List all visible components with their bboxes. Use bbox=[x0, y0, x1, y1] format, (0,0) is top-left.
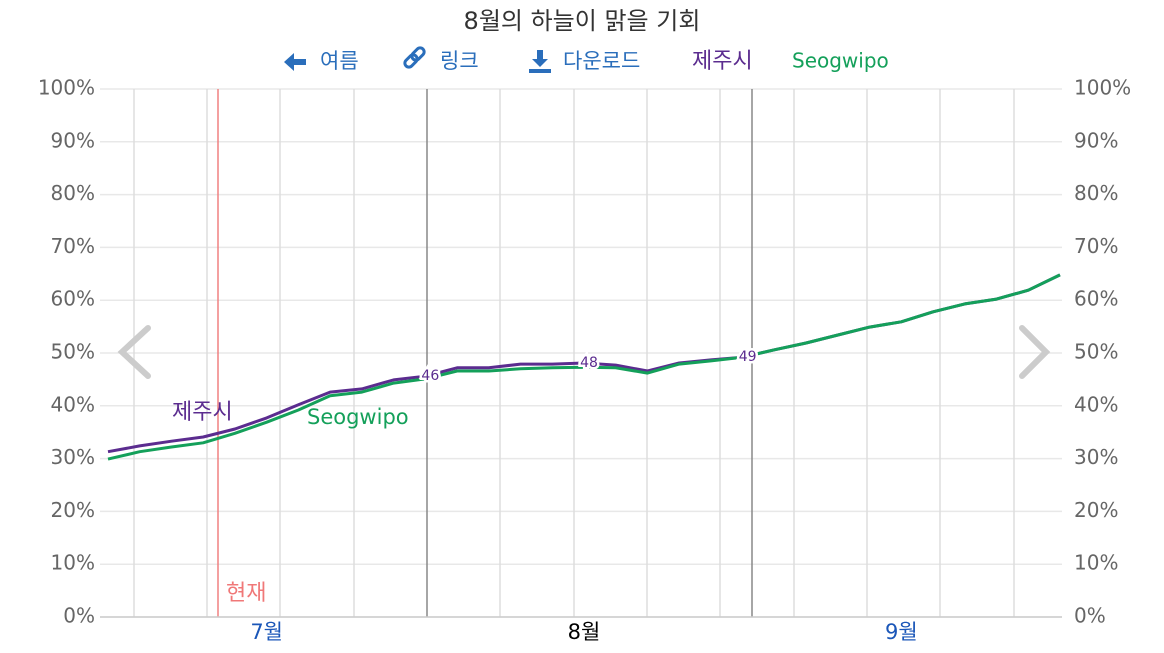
week-grid bbox=[133, 89, 1015, 617]
summer-link[interactable]: 여름 bbox=[320, 49, 359, 73]
x-tick-label: 8월 bbox=[568, 620, 601, 644]
legend-entry[interactable]: Seogwipo bbox=[792, 49, 889, 73]
y-tick-label: 60% bbox=[51, 287, 95, 311]
y2-tick-label: 10% bbox=[1074, 551, 1118, 575]
y-tick-label: 100% bbox=[38, 76, 95, 100]
chart-title: 8월의 하늘이 맑을 기회 bbox=[464, 7, 701, 35]
data-label: 48 bbox=[580, 355, 598, 371]
back-icon[interactable] bbox=[284, 53, 306, 71]
y2-tick-label: 40% bbox=[1074, 392, 1118, 416]
nav-prev[interactable] bbox=[117, 325, 151, 379]
y-tick-label: 20% bbox=[51, 498, 95, 522]
download-button[interactable]: 다운로드 bbox=[563, 49, 640, 73]
y-tick-label: 0% bbox=[63, 604, 95, 628]
download-icon[interactable] bbox=[529, 50, 551, 73]
series-label: Seogwipo bbox=[307, 405, 409, 429]
legend-entry[interactable]: 제주시 bbox=[692, 49, 753, 74]
y2-tick-label: 80% bbox=[1074, 181, 1118, 205]
y-tick-label: 70% bbox=[51, 234, 95, 258]
data-label: 49 bbox=[739, 349, 757, 365]
link-icon[interactable] bbox=[403, 46, 426, 69]
nav-next[interactable] bbox=[1019, 325, 1051, 379]
x-tick-label: 7월 bbox=[250, 620, 283, 644]
link-button[interactable]: 링크 bbox=[440, 49, 479, 73]
toolbar: 여름 링크 다운로드 bbox=[284, 46, 640, 73]
series-line bbox=[107, 273, 1061, 461]
y2-tick-label: 30% bbox=[1074, 445, 1118, 469]
y-tick-label: 90% bbox=[51, 128, 95, 152]
y2-tick-label: 0% bbox=[1074, 604, 1106, 628]
y2-tick-label: 100% bbox=[1074, 76, 1131, 100]
y2-tick-label: 70% bbox=[1074, 234, 1118, 258]
series-label: 제주시 bbox=[172, 400, 233, 425]
y-tick-label: 40% bbox=[51, 392, 95, 416]
y-tick-label: 30% bbox=[51, 445, 95, 469]
y-tick-label: 80% bbox=[51, 181, 95, 205]
y2-tick-label: 50% bbox=[1074, 340, 1118, 364]
data-label: 46 bbox=[421, 368, 439, 384]
y2-tick-label: 90% bbox=[1074, 128, 1118, 152]
y2-tick-label: 60% bbox=[1074, 287, 1118, 311]
y2-tick-label: 20% bbox=[1074, 498, 1118, 522]
y-tick-label: 50% bbox=[51, 340, 95, 364]
x-tick-label: 9월 bbox=[885, 620, 918, 644]
y-tick-label: 10% bbox=[51, 551, 95, 575]
current-label: 현재 bbox=[226, 581, 266, 606]
